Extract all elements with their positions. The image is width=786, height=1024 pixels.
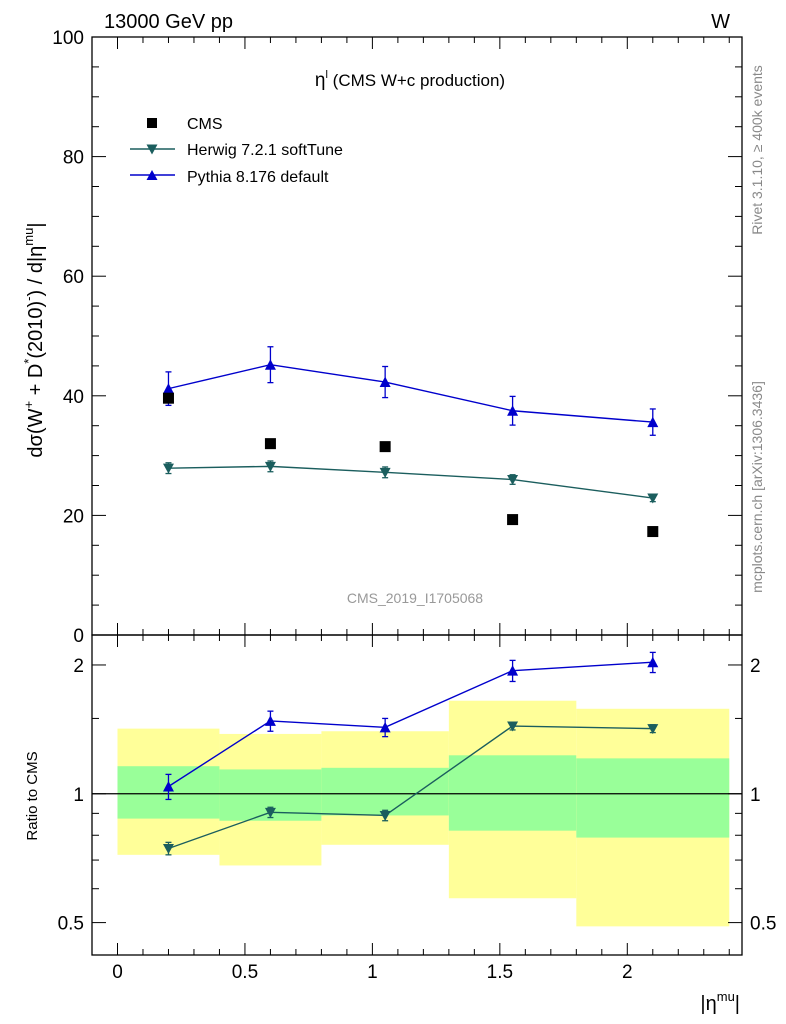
ratio-pythia-point-1 bbox=[264, 715, 276, 726]
main-herwig-point-0 bbox=[162, 463, 174, 474]
ratio-y-tick-label-right-1: 1 bbox=[750, 785, 761, 806]
main-herwig-point-4 bbox=[647, 493, 659, 504]
ratio-pythia-point-4 bbox=[647, 656, 659, 668]
x-tick-label-4: 2 bbox=[622, 962, 633, 983]
ratio-inner-band-2 bbox=[321, 767, 449, 816]
main-pythia-point-2 bbox=[379, 376, 391, 388]
x-axis-label: |ηmu| bbox=[700, 989, 740, 1015]
ratio-inner-band-4 bbox=[576, 758, 730, 838]
main-y-tick-label-1: 20 bbox=[63, 506, 84, 527]
watermark-analysis-id: CMS_2019_I1705068 bbox=[347, 590, 483, 606]
ratio-plot-panel: Ratio to CMS |ηmu| 0 0.5 1 1.5 2 0.5 0.5 1 1 2 2 bbox=[24, 634, 776, 1015]
main-y-tick-label-3: 60 bbox=[63, 267, 84, 288]
x-tick-label-0: 0 bbox=[112, 962, 123, 983]
legend-marker-cms bbox=[147, 118, 157, 128]
main-y-tick-label-4: 80 bbox=[63, 148, 84, 169]
ratio-y-tick-label-right-0: 0.5 bbox=[750, 914, 776, 935]
legend-label-herwig: Herwig 7.2.1 softTune bbox=[187, 142, 343, 159]
rivet-version-label: Rivet 3.1.10, ≥ 400k events bbox=[749, 65, 765, 235]
main-pythia-point-0 bbox=[162, 383, 174, 394]
main-herwig-point-2 bbox=[379, 467, 391, 478]
chart-title: ηl (CMS W+c production) bbox=[315, 69, 505, 91]
ratio-herwig-point-2 bbox=[379, 810, 391, 821]
main-cms-point-1 bbox=[264, 438, 276, 450]
ratio-y-tick-label-right-2: 2 bbox=[750, 656, 761, 677]
ratio-inner-band-3 bbox=[448, 755, 577, 831]
ratio-y-tick-label-left-1: 1 bbox=[73, 785, 84, 806]
ratio-herwig-point-4 bbox=[647, 724, 659, 735]
x-tick-label-1: 0.5 bbox=[232, 962, 258, 983]
ratio-plot-frame bbox=[91, 634, 743, 956]
legend-label-cms: CMS bbox=[187, 116, 223, 133]
ratio-y-axis-label: Ratio to CMS bbox=[24, 751, 41, 840]
ratio-herwig-point-0 bbox=[162, 843, 174, 854]
y-axis-label: dσ(W+ + D*(2010)-) / d|ηmu| bbox=[21, 222, 47, 457]
main-herwig-point-3 bbox=[507, 475, 519, 486]
main-cms-point-4 bbox=[647, 526, 659, 538]
main-y-tick-label-2: 40 bbox=[63, 387, 84, 408]
main-pythia-line bbox=[168, 363, 653, 423]
main-pythia-point-1 bbox=[264, 359, 276, 370]
main-y-tick-label-0: 0 bbox=[73, 626, 84, 647]
main-y-tick-label-5: 100 bbox=[52, 28, 84, 49]
legend-marker-pythia bbox=[130, 170, 175, 180]
ratio-y-tick-label-left-2: 2 bbox=[73, 656, 84, 677]
x-tick-label-2: 1 bbox=[367, 962, 378, 983]
main-pythia-point-4 bbox=[647, 416, 659, 428]
x-tick-label-3: 1.5 bbox=[487, 962, 513, 983]
legend: CMS Herwig 7.2.1 softTune Pythia 8.176 d… bbox=[130, 116, 343, 186]
ratio-pythia-point-0 bbox=[162, 780, 174, 792]
main-cms-point-3 bbox=[507, 514, 519, 526]
legend-label-pythia: Pythia 8.176 default bbox=[187, 169, 329, 186]
ratio-herwig-point-1 bbox=[264, 807, 276, 818]
mcplots-label: mcplots.cern.ch [arXiv:1306.3436] bbox=[749, 381, 765, 593]
ratio-pythia-point-3 bbox=[507, 665, 519, 676]
ratio-herwig-point-3 bbox=[507, 721, 519, 732]
ratio-pythia-point-2 bbox=[379, 721, 391, 733]
main-cms-point-0 bbox=[162, 392, 174, 404]
header-process-label: W bbox=[711, 11, 730, 33]
main-cms-point-2 bbox=[379, 441, 391, 453]
main-herwig-line bbox=[168, 465, 653, 499]
main-plot-panel: ηl (CMS W+c production) CMS_2019_I170506… bbox=[21, 28, 743, 647]
header-energy-label: 13000 GeV pp bbox=[104, 11, 233, 33]
ratio-y-tick-label-left-0: 0.5 bbox=[58, 914, 84, 935]
legend-marker-herwig bbox=[130, 144, 175, 155]
main-herwig-point-1 bbox=[264, 461, 276, 472]
main-pythia-point-3 bbox=[507, 405, 519, 416]
